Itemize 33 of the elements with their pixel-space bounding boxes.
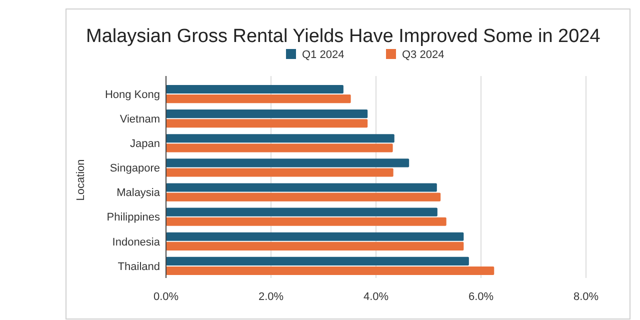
bar [166, 110, 368, 118]
x-tick-label: 2.0% [258, 291, 284, 303]
y-tick-label: Singapore [110, 162, 160, 175]
x-tick-label: 0.0% [153, 291, 179, 303]
bar [166, 84, 344, 94]
bar [166, 144, 393, 152]
chart-title: Malaysian Gross Rental Yields Have Improved Some in 2024 [86, 26, 601, 47]
y-tick-label: Thailand [118, 260, 160, 273]
bar [166, 266, 494, 276]
legend-label: Q1 2024 [302, 49, 344, 61]
y-tick-label: Indonesia [112, 236, 161, 248]
x-tick-label: 6.0% [468, 291, 494, 303]
x-tick-label: 8.0% [573, 291, 599, 303]
bar [166, 232, 464, 241]
bar [166, 94, 351, 104]
bar [166, 134, 394, 143]
y-tick-label: Japan [130, 138, 160, 150]
bar [166, 217, 446, 226]
x-tick-label: 4.0% [363, 291, 389, 303]
y-tick-label: Philippines [106, 212, 160, 224]
bar [166, 192, 441, 202]
bar [166, 256, 469, 266]
bar [166, 183, 437, 192]
bar [166, 119, 368, 128]
y-tick-label: Malaysia [116, 187, 161, 200]
y-axis-title: Location [75, 159, 87, 201]
bar [166, 208, 438, 216]
bar [166, 242, 464, 250]
bar [166, 158, 410, 168]
y-tick-label: Vietnam [120, 113, 160, 126]
legend-label: Q3 2024 [402, 49, 444, 61]
y-tick-label: Hong Kong [104, 88, 160, 101]
bar [166, 168, 394, 177]
